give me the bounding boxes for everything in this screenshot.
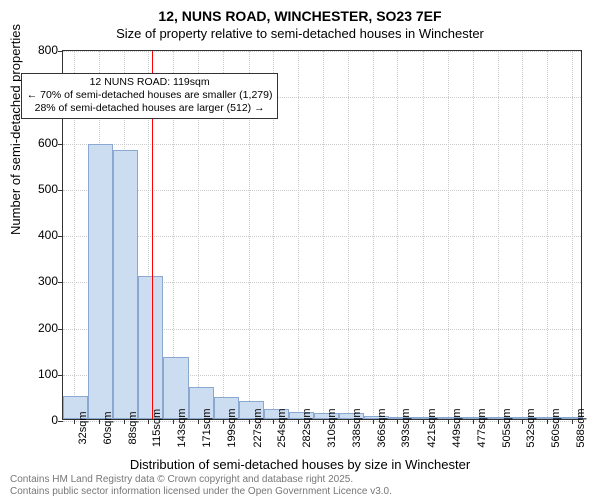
footer-line1: Contains HM Land Registry data © Crown c… [10,474,392,486]
y-tick [58,51,63,52]
x-tick [198,419,199,424]
y-tick-label: 800 [28,43,58,57]
x-tick [572,419,573,424]
grid-line-v [397,51,398,419]
y-tick [58,375,63,376]
x-tick-label: 199sqm [226,408,238,447]
grid-line-h [63,236,581,237]
x-tick [397,419,398,424]
x-tick-label: 32sqm [77,411,89,444]
x-tick [473,419,474,424]
grid-line-v [348,51,349,419]
grid-line-v [373,51,374,419]
x-tick [99,419,100,424]
y-tick-label: 400 [28,228,58,242]
x-tick [173,419,174,424]
x-tick-label: 393sqm [400,408,412,447]
y-tick-label: 300 [28,274,58,288]
grid-line-v [547,51,548,419]
y-tick [58,421,63,422]
y-tick-label: 200 [28,321,58,335]
y-axis-label: Number of semi-detached properties [8,24,23,235]
grid-line-v [298,51,299,419]
grid-line-h [63,144,581,145]
annotation-line1: 12 NUNS ROAD: 119sqm [27,76,273,89]
x-tick-label: 338sqm [351,408,363,447]
x-tick-label: 254sqm [276,408,288,447]
x-tick [498,419,499,424]
x-tick [423,419,424,424]
grid-line-v [473,51,474,419]
histogram-bar [88,144,113,419]
x-tick [448,419,449,424]
y-tick-label: 0 [28,413,58,427]
grid-line-v [498,51,499,419]
chart-title-sub: Size of property relative to semi-detach… [0,24,600,41]
x-tick [348,419,349,424]
x-tick [298,419,299,424]
x-tick [249,419,250,424]
x-tick-label: 505sqm [501,408,513,447]
y-tick [58,282,63,283]
chart-title-main: 12, NUNS ROAD, WINCHESTER, SO23 7EF [0,0,600,24]
grid-line-v [323,51,324,419]
y-tick [58,190,63,191]
x-tick-label: 171sqm [201,408,213,447]
grid-line-h [63,51,581,52]
grid-line-h [63,190,581,191]
x-tick [522,419,523,424]
x-tick-label: 366sqm [376,408,388,447]
footer-text: Contains HM Land Registry data © Crown c… [10,474,392,498]
y-tick [58,144,63,145]
y-tick-label: 100 [28,367,58,381]
grid-line-v [448,51,449,419]
x-tick-label: 282sqm [301,408,313,447]
x-tick-label: 227sqm [252,408,264,447]
x-tick [74,419,75,424]
y-tick-label: 500 [28,182,58,196]
x-tick [124,419,125,424]
annotation-line3: 28% of semi-detached houses are larger (… [27,102,273,115]
annotation-box: 12 NUNS ROAD: 119sqm← 70% of semi-detach… [21,73,279,118]
y-tick [58,236,63,237]
x-tick-label: 88sqm [127,411,139,444]
x-tick-label: 421sqm [426,408,438,447]
footer-line2: Contains public sector information licen… [10,486,392,498]
x-tick [323,419,324,424]
x-axis-label: Distribution of semi-detached houses by … [0,457,600,472]
x-tick-label: 310sqm [326,408,338,447]
grid-line-v [522,51,523,419]
x-tick-label: 449sqm [451,408,463,447]
grid-line-v [572,51,573,419]
x-tick-label: 60sqm [102,411,114,444]
histogram-bar [113,150,138,419]
x-tick-label: 477sqm [476,408,488,447]
x-tick [547,419,548,424]
x-tick-label: 532sqm [525,408,537,447]
x-tick-label: 588sqm [575,408,587,447]
x-tick [373,419,374,424]
y-tick [58,329,63,330]
annotation-line2: ← 70% of semi-detached houses are smalle… [27,89,273,102]
x-tick [148,419,149,424]
x-tick-label: 143sqm [176,408,188,447]
x-tick-label: 115sqm [151,409,163,447]
x-tick-label: 560sqm [550,408,562,447]
y-tick-label: 600 [28,136,58,150]
grid-line-v [423,51,424,419]
x-tick [273,419,274,424]
x-tick [223,419,224,424]
